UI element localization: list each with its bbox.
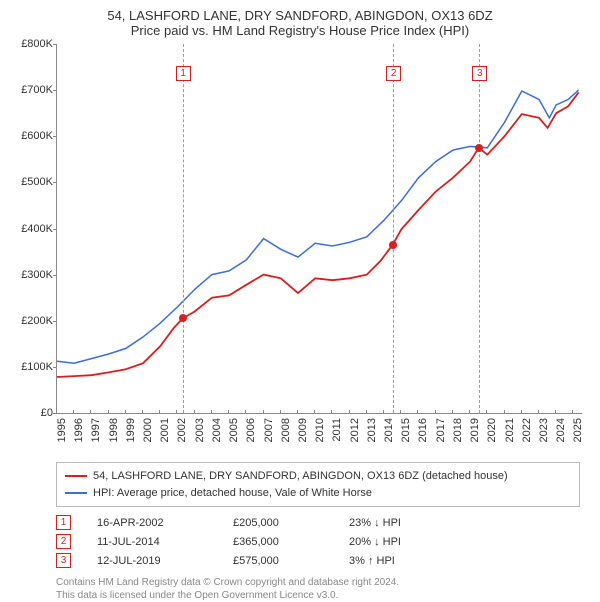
y-tick-label: £800K xyxy=(11,38,53,50)
event-row-number: 3 xyxy=(56,553,71,568)
x-tick-label: 2018 xyxy=(452,418,464,442)
event-table: 1 16-APR-2002 £205,000 23% ↓ HPI 2 11-JUL-201… xyxy=(56,513,580,570)
x-tick-label: 2017 xyxy=(435,418,447,442)
title-subtitle: Price paid vs. HM Land Registry's House … xyxy=(10,23,590,38)
legend-box: 54, LASHFORD LANE, DRY SANDFORD, ABINGDO… xyxy=(56,462,580,507)
x-tick-label: 2001 xyxy=(159,418,171,442)
event-price: £365,000 xyxy=(233,536,323,548)
legend-swatch-property xyxy=(65,475,87,477)
chart-container: 54, LASHFORD LANE, DRY SANDFORD, ABINGDO… xyxy=(0,0,600,590)
y-tick-label: £0 xyxy=(11,407,53,419)
x-tick-label: 1995 xyxy=(56,418,68,442)
event-marker-box: 1 xyxy=(176,66,191,81)
event-row-number: 1 xyxy=(56,515,71,530)
x-tick-label: 2012 xyxy=(349,418,361,442)
legend-label-hpi: HPI: Average price, detached house, Vale… xyxy=(93,485,372,502)
y-tick-label: £700K xyxy=(11,84,53,96)
x-tick-label: 2025 xyxy=(572,418,584,442)
y-tick-label: £600K xyxy=(11,130,53,142)
x-tick-label: 2015 xyxy=(400,418,412,442)
event-marker-box: 2 xyxy=(386,66,401,81)
y-tick-label: £300K xyxy=(11,269,53,281)
event-date: 11-JUL-2014 xyxy=(97,536,207,548)
footnote-line2: This data is licensed under the Open Gov… xyxy=(56,589,580,602)
event-date: 12-JUL-2019 xyxy=(97,555,207,567)
event-row: 1 16-APR-2002 £205,000 23% ↓ HPI xyxy=(56,513,580,532)
legend-item-property: 54, LASHFORD LANE, DRY SANDFORD, ABINGDO… xyxy=(65,468,571,485)
x-tick-label: 2021 xyxy=(504,418,516,442)
title-block: 54, LASHFORD LANE, DRY SANDFORD, ABINGDO… xyxy=(10,8,590,38)
series-line xyxy=(57,92,579,377)
x-tick-label: 2022 xyxy=(521,418,533,442)
x-tick-label: 1998 xyxy=(108,418,120,442)
event-price: £205,000 xyxy=(233,517,323,529)
x-tick-label: 2019 xyxy=(469,418,481,442)
x-axis-labels: 1995 1996 1997 1998 1999 2000 2001 2002 2003 2004… xyxy=(56,414,582,456)
legend-label-property: 54, LASHFORD LANE, DRY SANDFORD, ABINGDO… xyxy=(93,468,508,485)
x-tick-label: 2006 xyxy=(245,418,257,442)
event-vline xyxy=(479,44,480,413)
x-tick-label: 2011 xyxy=(331,418,343,442)
event-vline xyxy=(183,44,184,413)
y-tick-label: £100K xyxy=(11,361,53,373)
chart-plot-area: £0£100K£200K£300K£400K£500K£600K£700K£80… xyxy=(56,44,582,414)
event-row: 3 12-JUL-2019 £575,000 3% ↑ HPI xyxy=(56,551,580,570)
event-date: 16-APR-2002 xyxy=(97,517,207,529)
legend-item-hpi: HPI: Average price, detached house, Vale… xyxy=(65,485,571,502)
x-tick-label: 2005 xyxy=(228,418,240,442)
event-delta: 20% ↓ HPI xyxy=(349,536,459,548)
x-tick-label: 2023 xyxy=(538,418,550,442)
legend-swatch-hpi xyxy=(65,492,87,494)
x-tick-label: 2008 xyxy=(280,418,292,442)
x-tick-label: 2007 xyxy=(263,418,275,442)
series-line xyxy=(57,90,579,363)
x-tick-label: 2024 xyxy=(555,418,567,442)
x-tick-label: 2014 xyxy=(383,418,395,442)
y-tick-label: £400K xyxy=(11,223,53,235)
chart-lines-svg xyxy=(57,44,582,413)
y-tick-label: £500K xyxy=(11,176,53,188)
event-data-point xyxy=(475,144,483,152)
footnote-line1: Contains HM Land Registry data © Crown c… xyxy=(56,576,580,589)
x-tick-label: 1996 xyxy=(73,418,85,442)
footnote: Contains HM Land Registry data © Crown c… xyxy=(56,576,580,602)
event-data-point xyxy=(179,314,187,322)
title-address: 54, LASHFORD LANE, DRY SANDFORD, ABINGDO… xyxy=(10,8,590,23)
event-delta: 23% ↓ HPI xyxy=(349,517,459,529)
event-data-point xyxy=(389,241,397,249)
x-tick-label: 2010 xyxy=(314,418,326,442)
x-tick-label: 2020 xyxy=(486,418,498,442)
event-row: 2 11-JUL-2014 £365,000 20% ↓ HPI xyxy=(56,532,580,551)
x-tick-label: 2004 xyxy=(211,418,223,442)
x-tick-label: 2002 xyxy=(176,418,188,442)
x-tick-label: 2013 xyxy=(366,418,378,442)
event-price: £575,000 xyxy=(233,555,323,567)
x-tick-label: 1997 xyxy=(90,418,102,442)
event-marker-box: 3 xyxy=(472,66,487,81)
x-tick-label: 2016 xyxy=(417,418,429,442)
x-tick-label: 2009 xyxy=(297,418,309,442)
x-tick-label: 1999 xyxy=(125,418,137,442)
y-tick-label: £200K xyxy=(11,315,53,327)
x-tick-label: 2000 xyxy=(142,418,154,442)
x-tick-label: 2003 xyxy=(194,418,206,442)
event-delta: 3% ↑ HPI xyxy=(349,555,459,567)
event-vline xyxy=(393,44,394,413)
event-row-number: 2 xyxy=(56,534,71,549)
